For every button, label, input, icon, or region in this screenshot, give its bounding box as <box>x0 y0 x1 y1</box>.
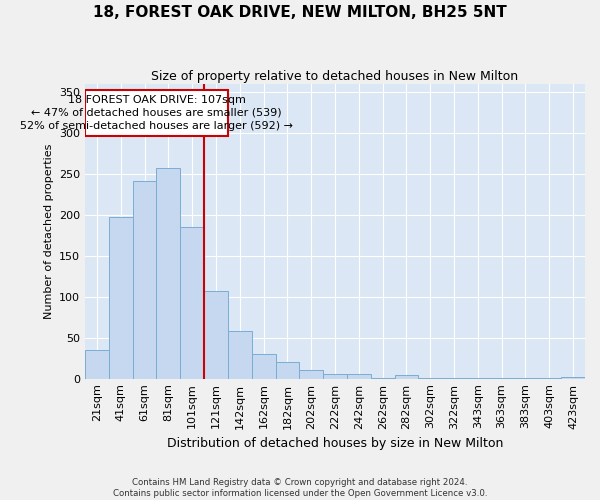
Bar <box>85 90 228 136</box>
Bar <box>561 377 585 378</box>
Bar <box>109 216 133 378</box>
Title: Size of property relative to detached houses in New Milton: Size of property relative to detached ho… <box>151 70 518 83</box>
Bar <box>157 168 180 378</box>
Text: Contains HM Land Registry data © Crown copyright and database right 2024.
Contai: Contains HM Land Registry data © Crown c… <box>113 478 487 498</box>
X-axis label: Distribution of detached houses by size in New Milton: Distribution of detached houses by size … <box>167 437 503 450</box>
Bar <box>133 180 157 378</box>
Bar <box>180 228 204 378</box>
Bar <box>347 374 371 378</box>
Text: 18 FOREST OAK DRIVE: 107sqm: 18 FOREST OAK DRIVE: 107sqm <box>68 95 245 105</box>
Bar <box>228 331 252 378</box>
Bar <box>299 370 323 378</box>
Text: 52% of semi-detached houses are larger (592) →: 52% of semi-detached houses are larger (… <box>20 120 293 130</box>
Bar <box>323 374 347 378</box>
Bar <box>85 350 109 378</box>
Bar <box>395 374 418 378</box>
Bar <box>252 354 275 378</box>
Text: ← 47% of detached houses are smaller (539): ← 47% of detached houses are smaller (53… <box>31 108 282 118</box>
Bar <box>204 291 228 378</box>
Text: 18, FOREST OAK DRIVE, NEW MILTON, BH25 5NT: 18, FOREST OAK DRIVE, NEW MILTON, BH25 5… <box>93 5 507 20</box>
Bar <box>275 362 299 378</box>
Y-axis label: Number of detached properties: Number of detached properties <box>44 144 53 319</box>
